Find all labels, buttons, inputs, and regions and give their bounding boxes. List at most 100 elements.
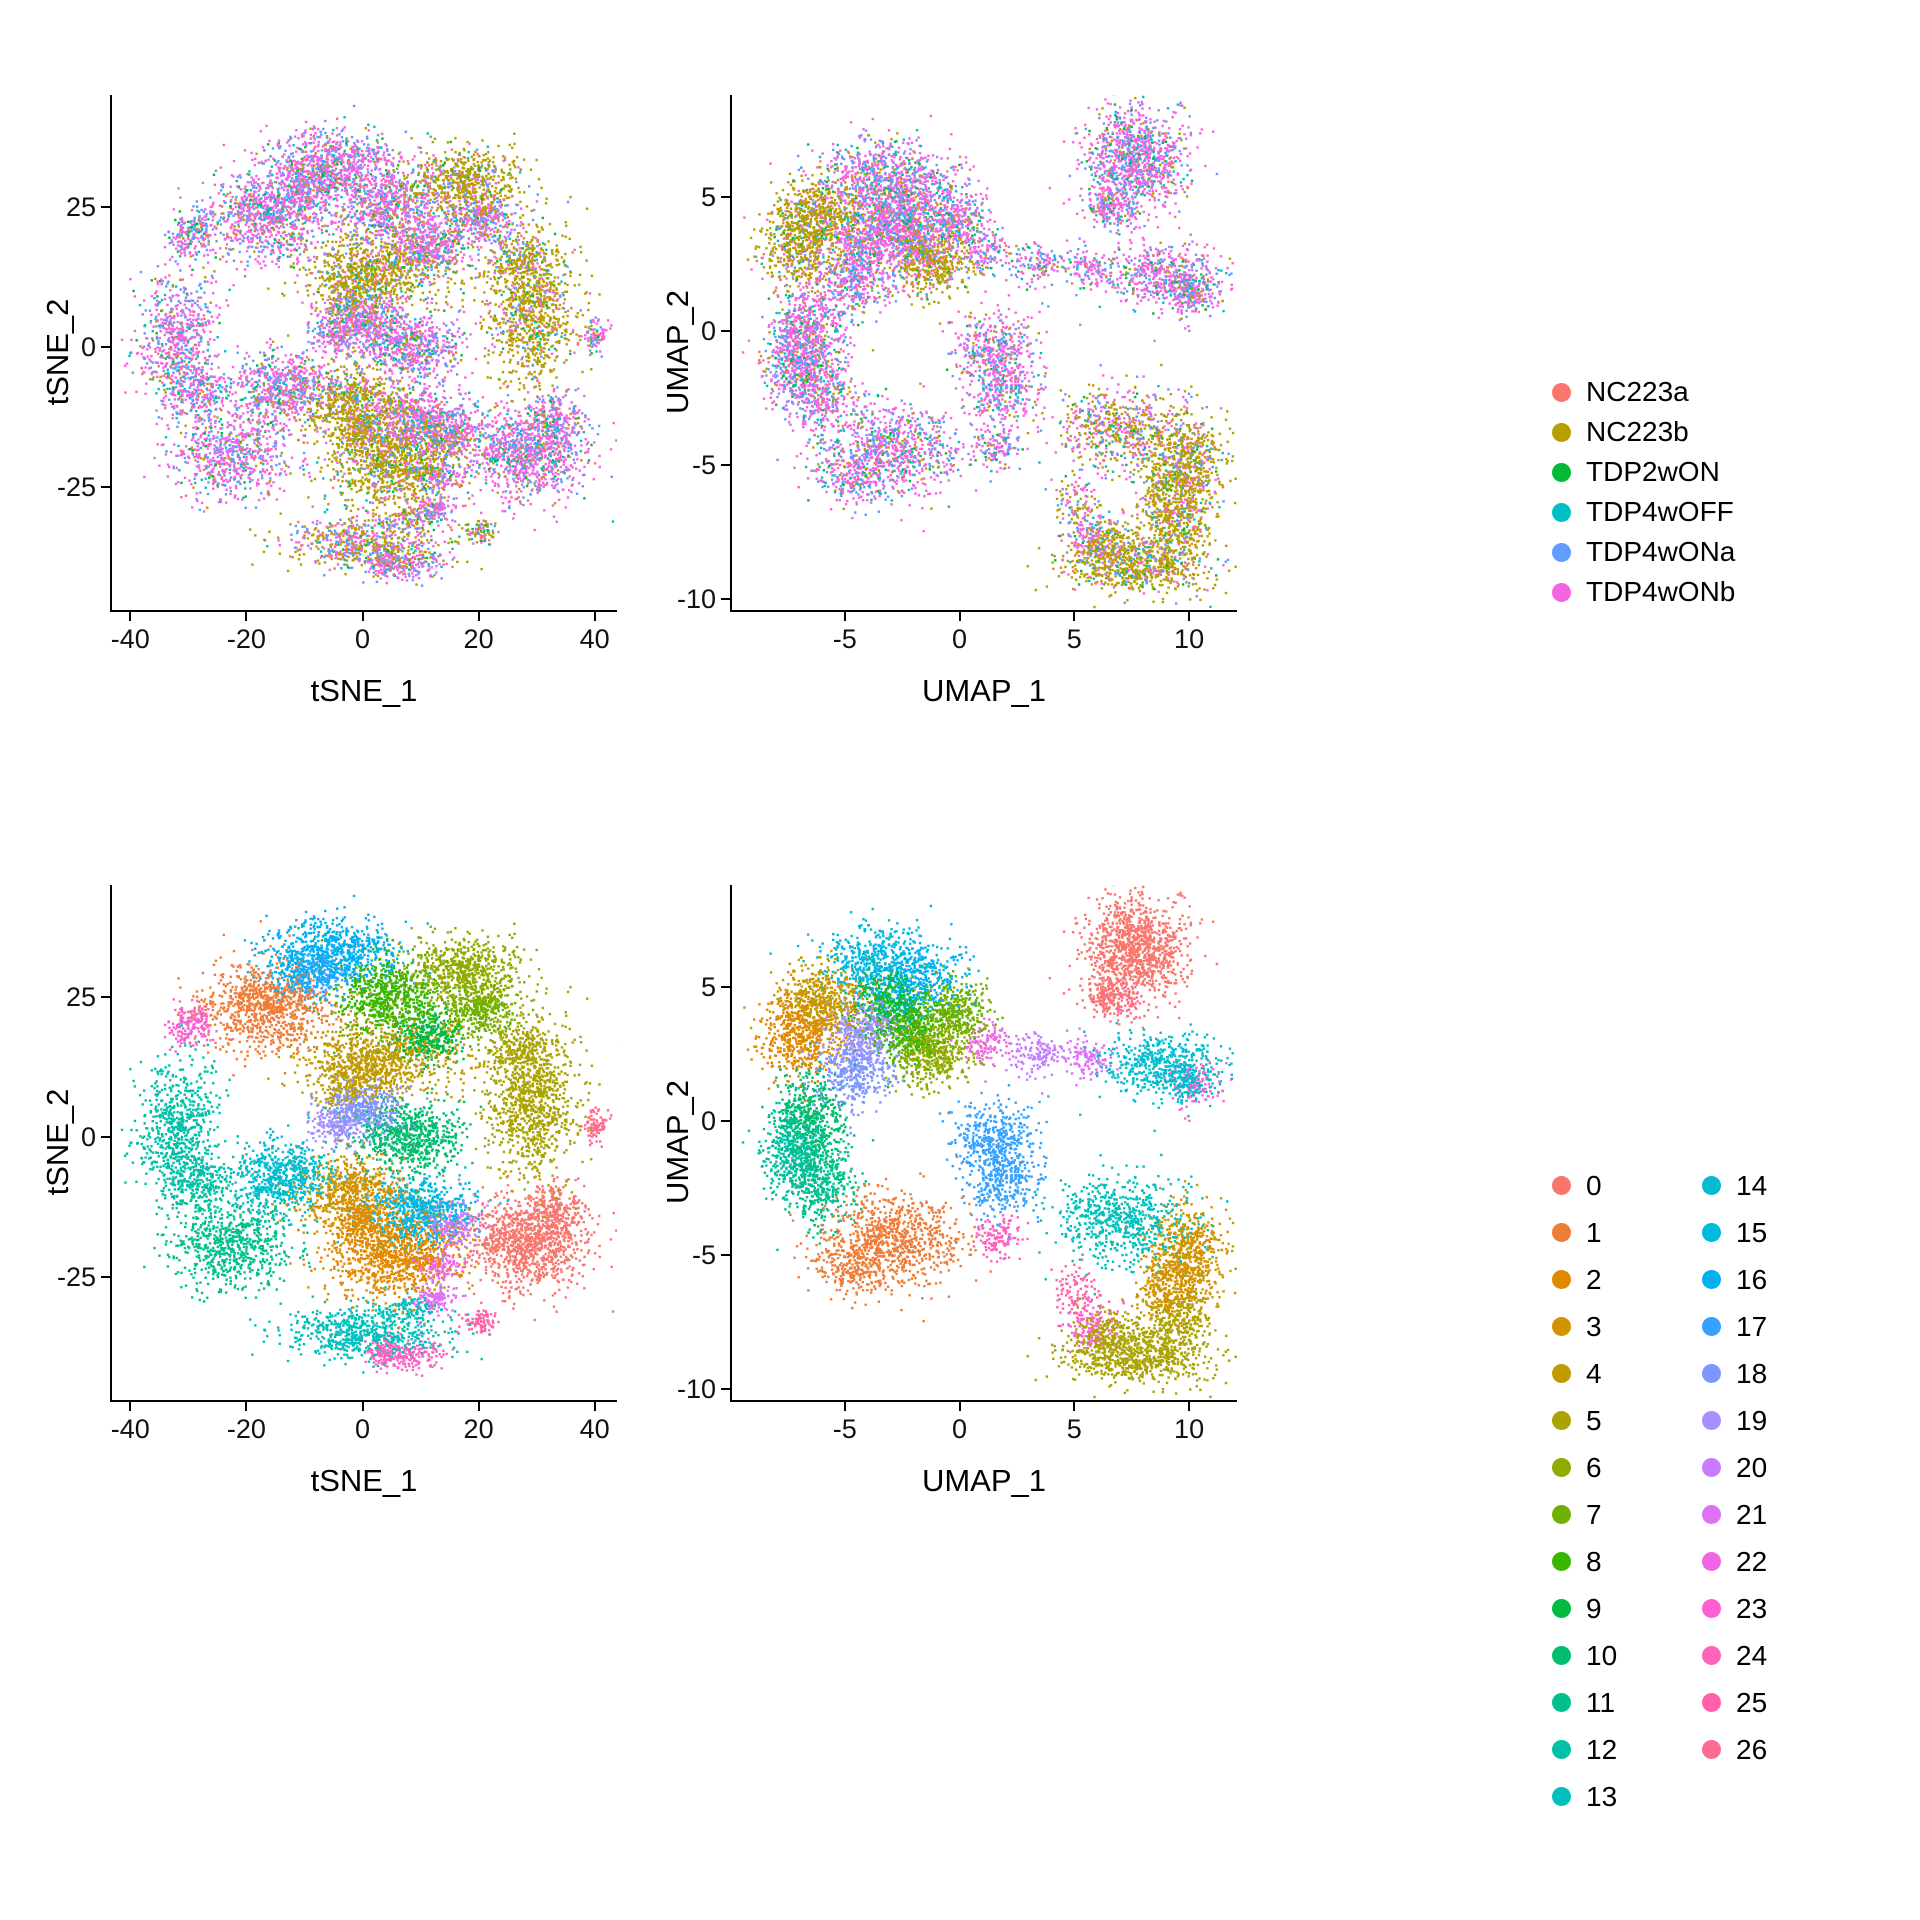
legend-label: 13	[1586, 1780, 1618, 1812]
y-tick-label: -25	[56, 471, 96, 502]
x-tick-mark	[477, 612, 480, 621]
legend-item: 9	[1552, 1585, 1702, 1632]
legend-label: 16	[1736, 1263, 1768, 1295]
scatter-canvas-tsne-by-cluster	[112, 885, 617, 1400]
x-axis-title: tSNE_1	[310, 1463, 418, 1498]
x-tick-mark	[361, 1402, 364, 1411]
legend-item: TDP4wONa	[1552, 532, 1735, 572]
y-tick-label: -10	[676, 1374, 716, 1405]
legend-dot-icon	[1552, 582, 1571, 602]
panel-tsne-by-cluster: tSNE_2 tSNE_1 -40 -20 0 20 40 -25 0 25	[28, 845, 648, 1565]
legend-dot-icon	[1702, 1317, 1721, 1336]
legend-label: 25	[1736, 1686, 1768, 1718]
x-axis-title: UMAP_1	[921, 1463, 1047, 1498]
legend-dot-icon	[1552, 542, 1571, 562]
y-tick-label: 0	[80, 1121, 96, 1152]
legend-item: TDP4wOFF	[1552, 492, 1735, 532]
legend-dot-icon	[1702, 1270, 1721, 1289]
x-axis-title: UMAP_1	[921, 673, 1047, 708]
legend-dot-icon	[1552, 1646, 1571, 1665]
legend-samples: NC223a NC223b TDP2wON TDP4wOFF TDP4wONa TDP4w…	[1552, 372, 1735, 612]
legend-item: 23	[1702, 1585, 1852, 1632]
legend-dot-icon	[1552, 1317, 1571, 1336]
y-tick-label: 25	[65, 981, 96, 1012]
legend-label: 18	[1736, 1357, 1768, 1389]
x-tick-label: 0	[354, 1414, 371, 1444]
legend-item: 26	[1702, 1726, 1852, 1773]
x-tick-label: 20	[463, 1414, 494, 1444]
legend-label: 23	[1736, 1592, 1768, 1624]
x-tick-mark	[129, 612, 132, 621]
panel-umap-by-cluster: UMAP_2 UMAP_1 -5 0 5 10 -10 -5 0 5	[648, 845, 1268, 1565]
scatter-canvas-tsne-by-sample	[112, 95, 617, 610]
scatter-canvas-umap-by-cluster	[732, 885, 1237, 1400]
legend-label: 8	[1586, 1545, 1602, 1577]
legend-label: 26	[1736, 1733, 1768, 1765]
x-tick-mark	[361, 612, 364, 621]
legend-label: TDP4wONa	[1586, 536, 1736, 567]
y-tick-label: 0	[700, 316, 716, 347]
y-tick-label: 0	[700, 1106, 716, 1137]
legend-item: 7	[1552, 1491, 1702, 1538]
legend-item: TDP4wONb	[1552, 572, 1735, 612]
legend-label: 19	[1736, 1404, 1768, 1436]
legend-dot-icon	[1702, 1740, 1721, 1759]
legend-item: 6	[1552, 1444, 1702, 1491]
legend-label: 11	[1586, 1686, 1616, 1718]
y-tick-label: 5	[700, 181, 716, 212]
y-tick-mark	[101, 1135, 110, 1138]
legend-item: 18	[1702, 1350, 1852, 1397]
legend-label: 22	[1736, 1545, 1768, 1577]
legend-dot-icon	[1552, 1176, 1571, 1195]
y-axis-title: UMAP_2	[660, 289, 695, 415]
legend-dot-icon	[1702, 1599, 1721, 1618]
legend-item: NC223a	[1552, 372, 1735, 412]
x-tick-mark	[129, 1402, 132, 1411]
legend-item: 10	[1552, 1632, 1702, 1679]
legend-item: 21	[1702, 1491, 1852, 1538]
plot-area-umap-cluster	[730, 885, 1237, 1402]
legend-dot-icon	[1552, 422, 1571, 442]
legend-item: NC223b	[1552, 412, 1735, 452]
legend-label: 2	[1586, 1263, 1602, 1295]
plot-area-umap-sample	[730, 95, 1237, 612]
legend-item: 25	[1702, 1679, 1852, 1726]
legend-item: 5	[1552, 1397, 1702, 1444]
legend-label: 15	[1736, 1216, 1768, 1248]
legend-dot-icon	[1552, 1693, 1571, 1712]
legend-item: 14	[1702, 1162, 1852, 1209]
legend-dot-icon	[1552, 1740, 1571, 1759]
x-tick-mark	[843, 612, 846, 621]
y-axis-title: UMAP_2	[660, 1079, 695, 1205]
y-tick-mark	[101, 1275, 110, 1278]
x-tick-label: -5	[832, 624, 857, 654]
legend-label: 20	[1736, 1451, 1768, 1483]
y-tick-mark	[721, 1388, 730, 1391]
legend-label: NC223b	[1586, 416, 1689, 447]
x-tick-label: -5	[832, 1414, 857, 1444]
legend-item: 22	[1702, 1538, 1852, 1585]
x-tick-mark	[958, 1402, 961, 1411]
legend-cluster-columns: 0 1 2 3 4 5 6 7 8 9 10 11 12 13 14 15 16 17 18 19 20 21 22 23 24…	[1552, 1162, 1852, 1820]
legend-dot-icon	[1552, 1364, 1571, 1383]
legend-dot-icon	[1552, 1223, 1571, 1242]
legend-item: 15	[1702, 1209, 1852, 1256]
legend-item: 3	[1552, 1303, 1702, 1350]
y-tick-label: 0	[80, 331, 96, 362]
y-tick-mark	[721, 330, 730, 333]
legend-label: 21	[1736, 1498, 1768, 1530]
legend-dot-icon	[1702, 1411, 1721, 1430]
y-tick-label: 25	[65, 191, 96, 222]
legend-item: 17	[1702, 1303, 1852, 1350]
legend-label: 9	[1586, 1592, 1602, 1624]
legend-dot-icon	[1702, 1646, 1721, 1665]
y-tick-mark	[101, 995, 110, 998]
legend-label: NC223a	[1586, 376, 1689, 407]
x-tick-label: 10	[1174, 624, 1205, 654]
panel-umap-by-sample: UMAP_2 UMAP_1 -5 0 5 10 -10 -5 0 5	[648, 55, 1268, 775]
x-tick-label: -40	[110, 624, 150, 654]
x-tick-label: -40	[110, 1414, 150, 1444]
y-tick-mark	[721, 1120, 730, 1123]
plot-area-tsne-sample	[110, 95, 617, 612]
legend-dot-icon	[1702, 1223, 1721, 1242]
